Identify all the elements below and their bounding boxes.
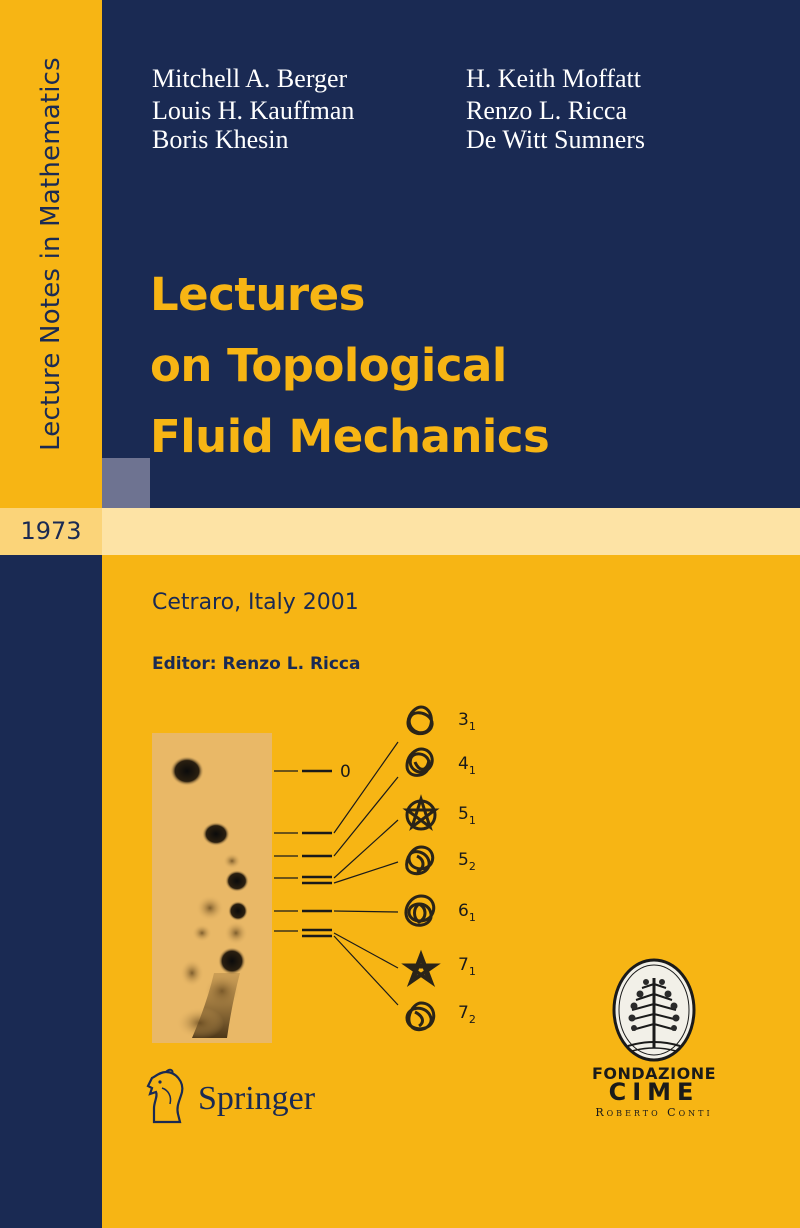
gel-bands xyxy=(170,756,249,1039)
decorative-square xyxy=(102,458,150,508)
knot-3-1-icon xyxy=(406,705,434,736)
knot-label-7: 72 xyxy=(458,1003,476,1026)
spine-upper xyxy=(0,0,102,508)
foundation-label-line2: CIME xyxy=(608,1078,700,1106)
volume-number: 1973 xyxy=(20,517,82,545)
knot-4-1-icon xyxy=(405,747,434,777)
foundation-label-line1: Fondazione xyxy=(591,1064,717,1083)
foundation-label-line3: Roberto Conti xyxy=(595,1106,713,1119)
author-left-3: Boris Khesin xyxy=(152,125,289,154)
gel-electrophoresis-image xyxy=(152,733,272,1043)
knot-label-4: 52 xyxy=(458,850,476,873)
band-markers xyxy=(274,769,332,938)
volume-band xyxy=(102,508,800,555)
cover-top-panel xyxy=(102,0,800,508)
spine-lower xyxy=(0,555,102,1228)
book-title-line-2: on Topological xyxy=(150,339,507,392)
knot-7-2-icon xyxy=(405,1001,436,1032)
knot-6-1-icon xyxy=(404,894,436,927)
book-title-line-1: Lectures xyxy=(150,268,365,321)
connector-lines xyxy=(333,741,399,1006)
author-right-1: H. Keith Moffatt xyxy=(466,64,641,93)
zero-label: 0 xyxy=(340,762,351,782)
publisher-name: Springer xyxy=(198,1080,316,1117)
book-title-line-3: Fluid Mechanics xyxy=(150,410,550,463)
series-title: Lecture Notes in Mathematics xyxy=(0,0,102,508)
author-right-3: De Witt Sumners xyxy=(466,125,646,154)
conference-place: Cetraro, Italy 2001 xyxy=(152,590,359,615)
knot-5-2-icon xyxy=(405,845,435,876)
knot-label-6: 71 xyxy=(458,955,476,978)
cime-tree-seal-icon xyxy=(612,958,696,1062)
series-title-text: Lecture Notes in Mathematics xyxy=(36,57,66,451)
volume-band-left xyxy=(0,508,102,555)
knot-label-3: 51 xyxy=(458,804,476,827)
author-left-1: Mitchell A. Berger xyxy=(152,64,348,93)
author-right-2: Renzo L. Ricca xyxy=(466,96,627,125)
knot-7-1-icon xyxy=(401,949,441,987)
knot-figure: 0 31 41 51 52 61 71 72 xyxy=(274,705,476,1032)
knot-label-1: 31 xyxy=(458,710,476,733)
knot-labels: 0 31 41 51 52 61 71 72 xyxy=(340,710,476,1026)
editor-credit: Editor: Renzo L. Ricca xyxy=(152,654,361,674)
knot-label-5: 61 xyxy=(458,901,476,924)
knot-diagrams xyxy=(401,705,441,1032)
author-left-2: Louis H. Kauffman xyxy=(152,96,355,125)
knot-label-2: 41 xyxy=(458,754,476,777)
knot-5-1-icon xyxy=(402,794,440,831)
springer-horse-icon xyxy=(146,1068,184,1124)
